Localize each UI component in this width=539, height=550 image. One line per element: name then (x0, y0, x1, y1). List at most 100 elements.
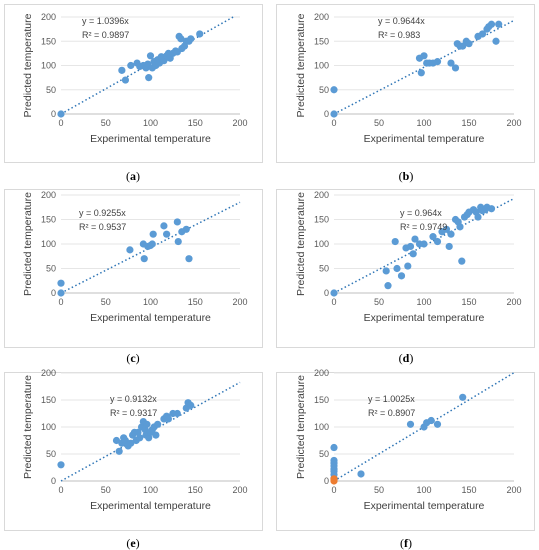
panel-frame (4, 4, 263, 163)
trendline-equation: y = 0.9255x (79, 208, 126, 218)
caption-paren-close: ) (409, 169, 413, 183)
r-squared-label: R² = 0.983 (378, 30, 420, 40)
caption-paren-open: ( (399, 169, 403, 183)
x-tick-label: 200 (232, 297, 247, 307)
r-squared-label: R² = 0.9897 (82, 30, 129, 40)
data-point (126, 246, 134, 254)
x-tick-label: 0 (331, 297, 336, 307)
y-tick-label: 150 (314, 395, 329, 405)
y-tick-label: 100 (314, 61, 329, 71)
x-tick-label: 50 (101, 297, 111, 307)
panel-caption: (f) (400, 536, 412, 550)
data-point (185, 255, 193, 263)
x-tick-label: 50 (101, 485, 111, 495)
chart-panel-b: 00 50 50 100 100 150 150 200 200 Experimental tem… (276, 4, 535, 183)
trendline-equation: y = 1.0025x (368, 394, 415, 404)
trendline-equation: y = 0.9132x (110, 394, 157, 404)
chart-panel-a: 00 50 50 100 100 150 150 200 200 Experimental tem… (4, 4, 263, 183)
data-point (420, 52, 428, 60)
y-tick-label: 100 (41, 61, 56, 71)
caption-paren-close: ) (136, 169, 140, 183)
x-axis-title: Experimental temperature (364, 133, 485, 145)
data-point (456, 223, 464, 231)
data-point-orange (330, 475, 338, 483)
x-axis-title: Experimental temperature (364, 312, 485, 324)
data-point (445, 242, 453, 251)
data-point (145, 434, 153, 442)
x-tick-label: 150 (188, 485, 203, 495)
data-point (164, 415, 172, 423)
caption-letter: f (404, 536, 409, 550)
data-point (433, 58, 442, 66)
x-tick-label: 50 (101, 118, 111, 128)
caption-letter: b (403, 169, 410, 183)
chart-panel-c: 00 50 50 100 100 150 150 200 200 Experimental tem… (4, 189, 263, 365)
x-tick-label: 0 (331, 118, 336, 128)
y-tick-label: 100 (41, 239, 56, 249)
data-point (154, 420, 162, 428)
caption-letter: e (130, 536, 136, 550)
data-point (474, 213, 482, 221)
data-point (406, 420, 415, 428)
data-point (447, 59, 455, 67)
panel-caption: (a) (126, 169, 140, 183)
y-tick-label: 200 (41, 190, 56, 200)
data-point (420, 240, 428, 248)
caption-paren-open: ( (126, 536, 130, 550)
y-tick-label: 50 (319, 264, 329, 274)
caption-letter: a (130, 169, 136, 183)
data-point (196, 30, 204, 38)
x-tick-label: 100 (416, 118, 431, 128)
data-point (384, 282, 392, 290)
data-point (127, 439, 135, 447)
y-tick-label: 50 (46, 449, 56, 459)
x-tick-label: 0 (58, 485, 63, 495)
y-tick-label: 0 (51, 109, 56, 119)
y-tick-label: 50 (46, 85, 56, 95)
data-point (173, 409, 181, 418)
data-point (174, 237, 182, 246)
data-point (57, 110, 65, 118)
data-point (495, 20, 503, 28)
y-tick-label: 100 (314, 422, 329, 432)
data-point (177, 35, 185, 43)
x-tick-label: 100 (416, 297, 431, 307)
y-tick-label: 100 (314, 239, 329, 249)
caption-letter: d (403, 351, 410, 365)
y-axis-title: Predicted temperature (295, 375, 307, 479)
x-tick-label: 100 (416, 485, 431, 495)
data-point (447, 230, 455, 238)
y-tick-label: 150 (41, 36, 56, 46)
data-point (330, 456, 338, 465)
data-point (160, 222, 168, 230)
y-tick-label: 200 (314, 368, 329, 378)
x-tick-label: 0 (58, 118, 63, 128)
x-tick-label: 50 (374, 118, 384, 128)
x-tick-label: 150 (461, 485, 476, 495)
trendline (60, 16, 234, 115)
trendline (333, 197, 515, 294)
data-point (442, 225, 451, 233)
y-tick-label: 100 (41, 422, 56, 432)
y-tick-label: 0 (324, 109, 329, 119)
y-tick-label: 50 (46, 264, 56, 274)
data-point (406, 242, 415, 251)
x-tick-label: 200 (506, 297, 521, 307)
y-tick-label: 0 (324, 288, 329, 298)
data-point (140, 255, 148, 263)
data-point (121, 436, 130, 445)
data-point (459, 393, 467, 401)
caption-paren-close: ) (136, 536, 140, 550)
data-point (433, 420, 442, 428)
data-point (382, 267, 390, 275)
data-point (458, 257, 466, 265)
data-point (112, 436, 121, 445)
trendline-equation: y = 0.964x (400, 208, 442, 218)
x-tick-label: 150 (461, 297, 476, 307)
data-point (136, 434, 144, 442)
x-axis-title: Experimental temperature (90, 500, 211, 512)
caption-paren-open: ( (399, 351, 403, 365)
r-squared-label: R² = 0.9317 (110, 408, 157, 418)
x-tick-label: 50 (374, 297, 384, 307)
data-point (330, 443, 338, 452)
